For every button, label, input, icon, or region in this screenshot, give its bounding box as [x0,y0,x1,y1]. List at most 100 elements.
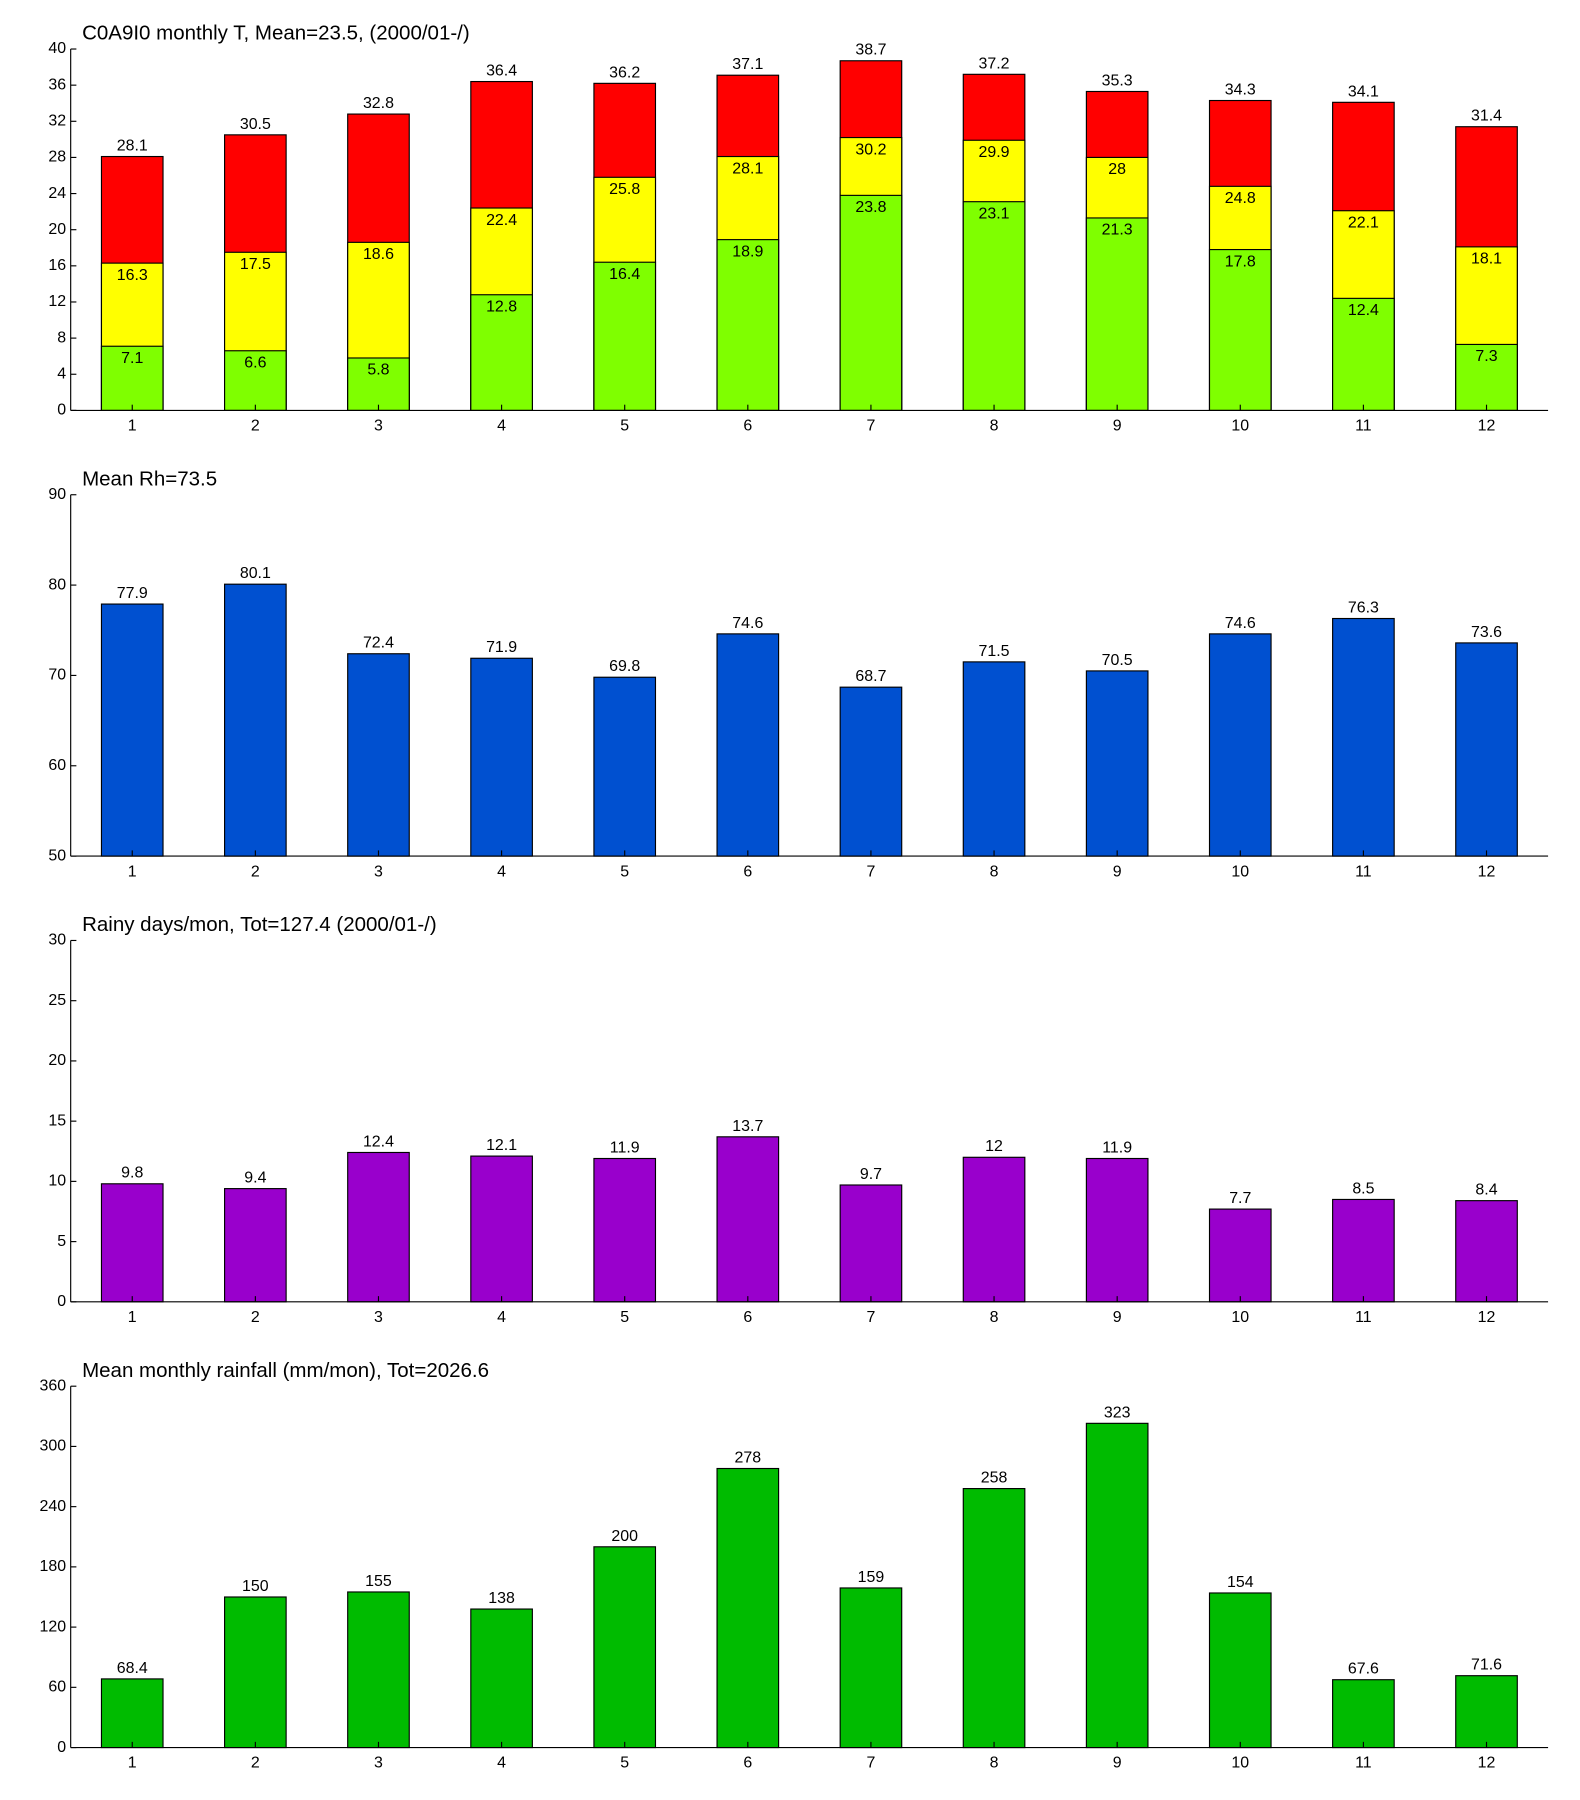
bar [962,201,1026,411]
y-tick-label: 60 [48,757,66,774]
x-tick-label: 2 [251,418,260,435]
value-label: 35.3 [1102,72,1133,89]
x-tick-label: 3 [374,1309,383,1326]
value-label: 30.5 [240,116,271,133]
y-tick-label: 50 [48,847,66,864]
bar [839,1587,903,1749]
bar [1085,670,1149,857]
value-label: 22.4 [486,212,517,229]
value-label: 12.1 [486,1137,517,1154]
value-label: 70.5 [1102,652,1133,669]
value-label: 28.1 [732,160,763,177]
x-tick-label: 11 [1355,863,1372,880]
x-tick-label: 11 [1355,1309,1372,1326]
y-tick-label: 20 [48,221,66,238]
value-label: 76.3 [1348,599,1379,616]
bar [962,661,1026,857]
y-tick-label: 180 [40,1558,67,1575]
x-tick-label: 9 [1113,1309,1122,1326]
bar [1455,1200,1518,1303]
value-label: 28.1 [117,137,148,154]
value-label: 5.8 [367,362,389,379]
value-label: 77.9 [117,585,148,602]
x-tick-label: 4 [497,1755,506,1772]
chart-title: Rainy days/mon, Tot=127.4 (2000/01-/) [82,913,437,936]
x-tick-label: 1 [128,1755,137,1772]
bar [1085,217,1149,411]
value-label: 34.1 [1348,83,1379,100]
value-label: 11.9 [1102,1139,1132,1156]
value-label: 67.6 [1348,1661,1379,1678]
value-label: 16.3 [117,267,148,284]
value-label: 159 [858,1569,885,1586]
value-label: 6.6 [244,355,266,372]
bar [962,1156,1026,1303]
x-tick-label: 5 [620,418,629,435]
y-tick-label: 10 [48,1173,66,1190]
value-label: 74.6 [1225,615,1256,632]
value-label: 23.1 [979,205,1010,222]
x-tick-label: 12 [1478,1309,1496,1326]
x-tick-label: 7 [866,418,875,435]
value-label: 37.2 [979,55,1010,72]
bar [1208,249,1272,411]
y-tick-label: 300 [40,1438,67,1455]
bar [1085,1157,1149,1303]
value-label: 68.4 [117,1660,148,1677]
bar [470,294,533,411]
value-label: 7.3 [1475,348,1497,365]
value-label: 12.4 [1348,302,1379,319]
bar [100,603,164,857]
x-tick-label: 9 [1113,863,1122,880]
x-tick-label: 9 [1113,418,1122,435]
bar [593,1546,657,1749]
y-tick-label: 28 [48,149,66,166]
y-tick-label: 0 [57,1739,66,1756]
value-label: 278 [735,1449,762,1466]
x-tick-label: 11 [1355,418,1372,435]
value-label: 23.8 [855,199,886,216]
y-tick-label: 80 [48,576,66,593]
value-label: 7.1 [121,350,143,367]
y-tick-label: 4 [57,365,66,382]
x-tick-label: 3 [374,418,383,435]
value-label: 71.9 [486,639,517,656]
bar [1208,633,1272,857]
x-tick-label: 6 [743,863,752,880]
x-tick-label: 5 [620,1755,629,1772]
value-label: 72.4 [363,635,394,652]
bar [1332,617,1395,857]
bar [593,676,657,857]
bar [224,1596,287,1749]
bar [716,1467,780,1749]
value-label: 150 [242,1578,269,1595]
bar [100,1678,164,1749]
x-tick-label: 1 [128,1309,137,1326]
x-tick-label: 10 [1231,418,1249,435]
value-label: 18.9 [732,243,763,260]
x-tick-label: 7 [866,863,875,880]
chart-title: Mean monthly rainfall (mm/mon), Tot=2026… [82,1359,489,1382]
bar [716,1136,780,1303]
value-label: 12 [985,1138,1003,1155]
value-label: 17.8 [1225,253,1256,270]
value-label: 38.7 [855,42,886,59]
bar [470,657,533,857]
y-tick-label: 0 [57,1293,66,1310]
value-label: 8.5 [1352,1180,1374,1197]
bar [962,1488,1026,1749]
y-tick-label: 8 [57,329,66,346]
value-label: 258 [981,1470,1008,1487]
y-tick-label: 70 [48,667,66,684]
value-label: 12.4 [363,1133,394,1150]
x-tick-label: 9 [1113,1755,1122,1772]
y-tick-label: 90 [48,486,66,503]
value-label: 34.3 [1225,81,1256,98]
x-tick-label: 10 [1231,1309,1249,1326]
value-label: 18.6 [363,246,394,263]
bar [1208,1208,1272,1303]
bar [347,1591,410,1749]
bar [347,1151,410,1303]
